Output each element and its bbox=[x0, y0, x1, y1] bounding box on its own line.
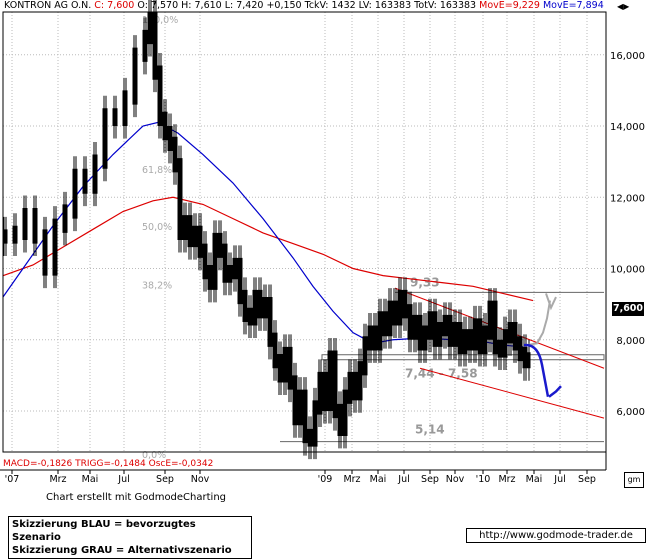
x-tick-label: Nov bbox=[446, 474, 465, 485]
channel-lower bbox=[419, 367, 605, 419]
legend-line-grey: Skizzierung GRAU = Alternativszenario bbox=[12, 545, 232, 556]
x-tick-label: Mrz bbox=[498, 474, 515, 485]
scenario-legend: Skizzierung BLAU = bevorzugtes Szenario … bbox=[8, 516, 252, 559]
x-tick-label: Nov bbox=[191, 474, 210, 485]
blue-scenario-arrow bbox=[523, 343, 550, 398]
legend-line-blue: Skizzierung BLAU = bevorzugtes Szenario bbox=[12, 519, 196, 543]
symbol-name: KONTRON AG O.N. bbox=[4, 0, 92, 11]
y-tick-label: 10,000 bbox=[610, 265, 645, 276]
godmode-logo: gm bbox=[624, 472, 644, 488]
y-axis-labels: 16,000 14,000 12,000 10,000 8,000 6,000 bbox=[610, 51, 645, 418]
x-tick-label: Jul bbox=[553, 474, 565, 485]
x-tick-label: '10 bbox=[476, 474, 491, 485]
ma1-label: MovE=9,229 bbox=[479, 0, 540, 11]
x-tick-label: Jul bbox=[397, 474, 409, 485]
x-tick-label: Mai bbox=[370, 474, 387, 485]
ohlc-values: O: 7,570 H: 7,610 L: 7,420 +0,150 TckV: … bbox=[137, 0, 477, 11]
x-tick-label: '09 bbox=[318, 474, 333, 485]
y-tick-label: 16,000 bbox=[610, 51, 645, 62]
x-tick-label: '07 bbox=[5, 474, 20, 485]
x-tick-label: Sep bbox=[156, 474, 174, 485]
chart-credit: Chart erstellt mit GodmodeCharting bbox=[46, 492, 226, 503]
low-label: 5,14 bbox=[415, 423, 445, 437]
x-axis-labels: '07 Mrz Mai Jul Sep Nov '09 Mrz Mai Jul Sep Nov '10 M… bbox=[5, 474, 596, 485]
fib-label: 0,0% bbox=[142, 450, 166, 461]
y-tick-label: 14,000 bbox=[610, 122, 645, 133]
indicator-label: MACD=-0,1826 TRIGG=-0,1484 OscE=-0,0342 bbox=[3, 459, 214, 469]
grey-scenario-arrow bbox=[526, 300, 551, 347]
moving-average-line bbox=[2, 196, 534, 302]
close-value: C: 7,600 bbox=[94, 0, 135, 11]
x-tick-label: Sep bbox=[578, 474, 596, 485]
fib-label: 38,2% bbox=[142, 281, 172, 292]
website-link[interactable]: http://www.godmode-trader.de bbox=[466, 528, 646, 543]
price-bars bbox=[2, 0, 531, 460]
fibonacci-lines: 100,0% 61,8% 50,0% 38,2% 0,0% bbox=[142, 15, 178, 461]
scroll-arrows[interactable]: ◀▶ bbox=[617, 2, 630, 11]
x-tick-label: Mai bbox=[526, 474, 543, 485]
fib-label: 50,0% bbox=[142, 222, 172, 233]
grey-arrowhead bbox=[545, 293, 557, 311]
current-price-box: 7,600 bbox=[612, 302, 644, 316]
resistance-label: 9,33 bbox=[410, 275, 440, 289]
chart-header: KONTRON AG O.N. C: 7,600 O: 7,570 H: 7,6… bbox=[4, 0, 604, 11]
y-tick-label: 12,000 bbox=[610, 193, 645, 204]
y-tick-label: 8,000 bbox=[616, 336, 645, 347]
support-resistance-lines: 9,337,44 - 7,585,14 bbox=[280, 275, 605, 443]
x-tick-label: Mrz bbox=[49, 474, 66, 485]
fib-label: 100,0% bbox=[142, 15, 178, 26]
y-tick-label: 6,000 bbox=[616, 407, 645, 418]
x-tick-label: Jul bbox=[117, 474, 129, 485]
x-tick-label: Mrz bbox=[343, 474, 360, 485]
fib-label: 61,8% bbox=[142, 165, 172, 176]
ma2-label: MovE=7,894 bbox=[542, 0, 604, 11]
support-band bbox=[321, 354, 605, 361]
x-tick-label: Sep bbox=[421, 474, 439, 485]
x-tick-label: Mai bbox=[82, 474, 99, 485]
scenario-arrows bbox=[523, 293, 562, 398]
axes bbox=[0, 11, 607, 474]
blue-arrowhead bbox=[548, 385, 562, 398]
